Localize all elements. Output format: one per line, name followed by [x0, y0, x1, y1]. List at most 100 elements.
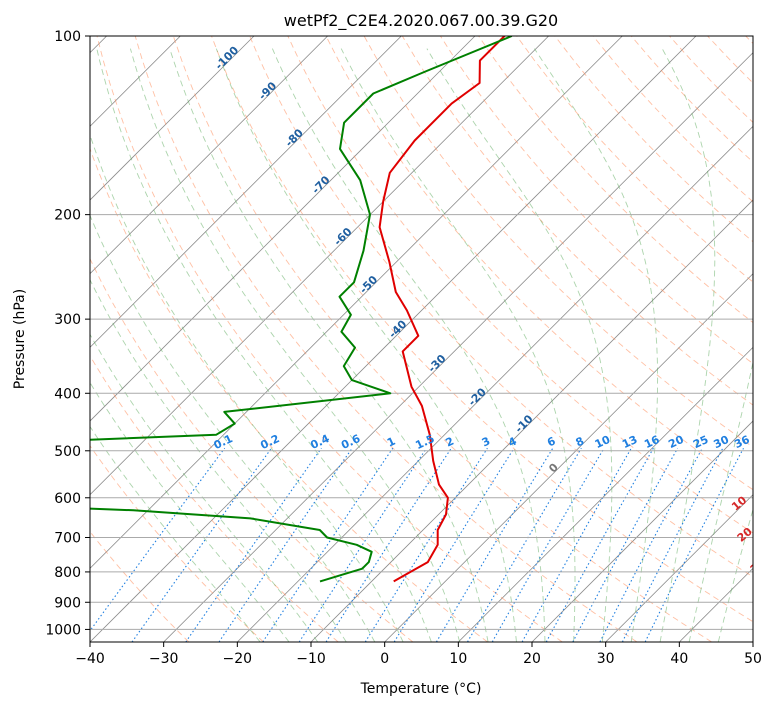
moist-adiabat-label: 20	[735, 525, 755, 545]
y-tick-label: 300	[54, 312, 81, 328]
dry-adiabat-line	[516, 36, 753, 283]
isotherm-line	[90, 36, 623, 569]
mixing-ratio-line	[262, 447, 394, 642]
mixing-ratio-label: 13	[620, 433, 639, 451]
x-tick-label: 50	[744, 651, 762, 667]
isotherm-line	[531, 420, 753, 642]
isotherm-line	[90, 36, 328, 275]
y-tick-label: 600	[54, 491, 81, 507]
mixing-ratio-line	[644, 447, 744, 642]
dry-adiabat-line	[745, 36, 753, 45]
dry-adiabat-line	[669, 36, 753, 124]
moist-adiabat-line	[271, 48, 546, 642]
moist-adiabat-line	[717, 507, 753, 642]
y-tick-label: 400	[54, 386, 81, 402]
dry-adiabat-line	[440, 36, 753, 365]
x-tick-label: 0	[380, 651, 389, 667]
isotherm-label: -80	[283, 126, 306, 149]
mixing-ratio-line	[572, 447, 679, 642]
mixing-ratio-line	[491, 447, 605, 642]
y-tick-label: 200	[54, 208, 81, 224]
moist-adiabat-line	[129, 48, 461, 642]
isotherm-label: -40	[386, 317, 409, 340]
moist-adiabat-line	[688, 360, 753, 642]
mixing-ratio-label: 1	[385, 435, 397, 450]
pressure-grid	[90, 36, 753, 630]
temperature-line	[378, 36, 506, 583]
isotherm-label: -60	[331, 225, 354, 248]
isotherm-line	[605, 494, 753, 642]
dry-adiabat-line	[249, 36, 753, 578]
isotherm-label: -70	[309, 173, 332, 196]
dry-adiabat-line	[96, 36, 563, 642]
y-tick-label: 900	[54, 595, 81, 611]
isotherm-label: -30	[425, 352, 448, 375]
x-tick-label: −40	[75, 651, 105, 667]
mixing-ratio-line	[545, 447, 654, 642]
mixing-ratio-line	[185, 447, 322, 642]
mixing-ratio-label: 36	[732, 433, 752, 451]
mixing-ratio-label: 0.6	[339, 432, 362, 452]
dry-adiabat-line	[172, 36, 712, 642]
moist-adiabat-line	[90, 278, 347, 642]
isotherm-line	[90, 36, 697, 642]
moist-adiabat-label: 10	[729, 493, 749, 513]
y-axis: 100 200 300 400 500 600 700 800 900 1000	[45, 29, 90, 638]
dry-adiabat-line	[478, 36, 753, 324]
dry-adiabat-line	[134, 36, 638, 642]
mixing-ratio-label: 10	[593, 433, 613, 451]
isotherm-line	[163, 52, 753, 642]
isotherm-line	[90, 36, 549, 496]
mixing-ratio-label: 4	[506, 434, 519, 449]
dry-adiabat-line	[287, 36, 753, 534]
dewpoint-line	[90, 36, 513, 583]
moist-adiabat-label: 40	[764, 584, 775, 604]
y-tick-label: 1000	[45, 622, 81, 638]
x-tick-label: −30	[149, 651, 179, 667]
moist-adiabat-line	[215, 48, 517, 642]
moist-adiabat-label: 30	[748, 556, 768, 576]
mixing-ratio-label: 1.5	[413, 432, 436, 452]
dry-adiabat-line	[592, 36, 753, 203]
isotherm-label: -10	[512, 412, 535, 435]
mixing-ratio-label: 20	[666, 433, 686, 451]
y-axis-label: Pressure (hPa)	[12, 289, 28, 389]
mixing-ratio-line	[467, 447, 582, 642]
x-tick-label: 20	[523, 651, 541, 667]
dry-adiabat-line	[90, 147, 488, 642]
mixing-ratio-line	[218, 447, 353, 642]
isotherm-label: -20	[466, 385, 489, 408]
isotherm-line	[752, 641, 753, 642]
x-axis-label: Temperature (°C)	[360, 681, 482, 697]
mixing-ratio-label: 3	[480, 435, 492, 450]
moist-adiabat-line	[426, 48, 613, 642]
dry-adiabat-line	[90, 530, 190, 642]
background-lines	[90, 36, 753, 642]
mixing-ratio-line	[298, 447, 427, 642]
isotherm-label: -90	[256, 79, 279, 102]
mixing-ratio-label: 0.2	[258, 432, 281, 452]
moist-adiabat-line	[96, 48, 432, 642]
x-tick-label: −20	[223, 651, 253, 667]
isotherm-label: -100	[213, 44, 242, 73]
mixing-ratio-line	[90, 447, 226, 632]
isotherm-line	[458, 346, 753, 642]
mixing-ratio-label: 30	[712, 433, 732, 451]
moist-adiabat-line	[90, 333, 319, 642]
y-tick-label: 700	[54, 531, 81, 547]
mixing-ratio-line	[364, 447, 488, 642]
x-tick-label: −10	[296, 651, 326, 667]
moist-adiabat-line	[169, 48, 489, 642]
y-tick-label: 100	[54, 29, 81, 45]
isotherm-line	[384, 273, 753, 642]
isoline-labels: -100-90-80-70-60-50-40-30-20-1000.1 0.2 0.…	[212, 44, 775, 604]
moist-adiabat-line	[340, 48, 576, 642]
mixing-ratio-line	[435, 447, 554, 642]
mixing-ratio-line	[393, 447, 515, 642]
moist-adiabat-line	[90, 425, 261, 642]
isotherm-line	[310, 199, 753, 642]
dry-adiabat-line	[90, 257, 414, 642]
mixing-ratio-label: 6	[545, 434, 558, 449]
chart-title: wetPf2_C2E4.2020.067.00.39.G20	[284, 11, 558, 31]
